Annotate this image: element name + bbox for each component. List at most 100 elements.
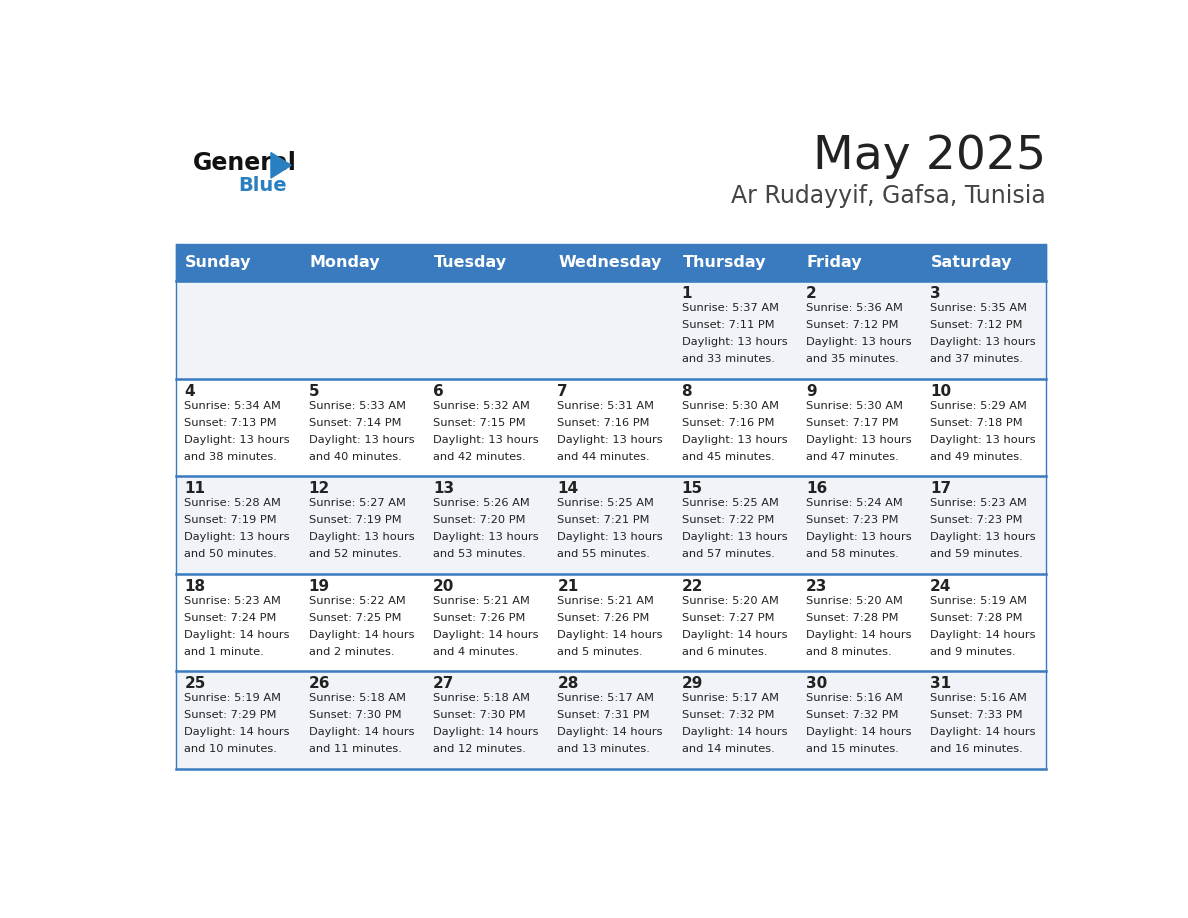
Text: and 14 minutes.: and 14 minutes. <box>682 744 775 755</box>
Text: Daylight: 14 hours: Daylight: 14 hours <box>432 727 538 737</box>
Text: Sunset: 7:18 PM: Sunset: 7:18 PM <box>930 418 1023 428</box>
Text: and 53 minutes.: and 53 minutes. <box>432 549 526 559</box>
Text: Daylight: 13 hours: Daylight: 13 hours <box>309 532 415 543</box>
Text: Sunrise: 5:19 AM: Sunrise: 5:19 AM <box>184 693 282 703</box>
Text: Daylight: 13 hours: Daylight: 13 hours <box>682 434 788 444</box>
Text: 31: 31 <box>930 677 952 691</box>
Bar <box>176 379 1047 476</box>
Text: Thursday: Thursday <box>682 255 766 270</box>
Text: Sunset: 7:16 PM: Sunset: 7:16 PM <box>682 418 775 428</box>
Text: Sunrise: 5:19 AM: Sunrise: 5:19 AM <box>930 596 1028 606</box>
Text: Daylight: 14 hours: Daylight: 14 hours <box>682 727 788 737</box>
Text: Sunrise: 5:31 AM: Sunrise: 5:31 AM <box>557 400 655 410</box>
Text: and 40 minutes.: and 40 minutes. <box>309 452 402 462</box>
Text: and 1 minute.: and 1 minute. <box>184 646 264 656</box>
Text: 22: 22 <box>682 579 703 594</box>
Text: Sunrise: 5:18 AM: Sunrise: 5:18 AM <box>309 693 405 703</box>
Bar <box>176 244 1047 281</box>
Text: Sunrise: 5:16 AM: Sunrise: 5:16 AM <box>930 693 1028 703</box>
Text: Sunrise: 5:20 AM: Sunrise: 5:20 AM <box>805 596 903 606</box>
Text: and 4 minutes.: and 4 minutes. <box>432 646 518 656</box>
Text: Sunset: 7:16 PM: Sunset: 7:16 PM <box>557 418 650 428</box>
Text: and 6 minutes.: and 6 minutes. <box>682 646 767 656</box>
Bar <box>176 574 1047 671</box>
Text: and 55 minutes.: and 55 minutes. <box>557 549 650 559</box>
Text: 21: 21 <box>557 579 579 594</box>
Text: and 38 minutes.: and 38 minutes. <box>184 452 277 462</box>
Text: Sunset: 7:19 PM: Sunset: 7:19 PM <box>184 515 277 525</box>
Text: Daylight: 13 hours: Daylight: 13 hours <box>309 434 415 444</box>
Text: Sunrise: 5:24 AM: Sunrise: 5:24 AM <box>805 498 903 509</box>
Text: Sunrise: 5:22 AM: Sunrise: 5:22 AM <box>309 596 405 606</box>
Text: Sunrise: 5:27 AM: Sunrise: 5:27 AM <box>309 498 405 509</box>
Text: Daylight: 13 hours: Daylight: 13 hours <box>682 337 788 347</box>
Text: Daylight: 14 hours: Daylight: 14 hours <box>682 630 788 640</box>
Text: and 44 minutes.: and 44 minutes. <box>557 452 650 462</box>
Text: Daylight: 14 hours: Daylight: 14 hours <box>930 630 1036 640</box>
Text: 14: 14 <box>557 481 579 497</box>
Text: and 13 minutes.: and 13 minutes. <box>557 744 650 755</box>
Text: Sunrise: 5:35 AM: Sunrise: 5:35 AM <box>930 303 1028 313</box>
Text: and 42 minutes.: and 42 minutes. <box>432 452 525 462</box>
Text: Sunrise: 5:23 AM: Sunrise: 5:23 AM <box>930 498 1028 509</box>
Text: Monday: Monday <box>310 255 380 270</box>
Text: Sunset: 7:33 PM: Sunset: 7:33 PM <box>930 711 1023 721</box>
Text: Sunrise: 5:25 AM: Sunrise: 5:25 AM <box>682 498 778 509</box>
Text: and 59 minutes.: and 59 minutes. <box>930 549 1023 559</box>
Text: 15: 15 <box>682 481 703 497</box>
Text: Sunset: 7:23 PM: Sunset: 7:23 PM <box>930 515 1023 525</box>
Bar <box>176 476 1047 574</box>
Text: Sunset: 7:30 PM: Sunset: 7:30 PM <box>432 711 525 721</box>
Text: Saturday: Saturday <box>931 255 1012 270</box>
Text: Daylight: 14 hours: Daylight: 14 hours <box>805 630 911 640</box>
Text: General: General <box>192 151 297 175</box>
Text: and 58 minutes.: and 58 minutes. <box>805 549 899 559</box>
Text: Daylight: 13 hours: Daylight: 13 hours <box>805 337 911 347</box>
Text: 13: 13 <box>432 481 454 497</box>
Text: 26: 26 <box>309 677 330 691</box>
Text: 3: 3 <box>930 286 941 301</box>
Text: Daylight: 14 hours: Daylight: 14 hours <box>309 727 415 737</box>
Text: 7: 7 <box>557 384 568 398</box>
Text: Sunset: 7:28 PM: Sunset: 7:28 PM <box>930 612 1023 622</box>
Text: Sunset: 7:27 PM: Sunset: 7:27 PM <box>682 612 775 622</box>
Text: 17: 17 <box>930 481 952 497</box>
Text: 19: 19 <box>309 579 330 594</box>
Text: and 9 minutes.: and 9 minutes. <box>930 646 1016 656</box>
Text: Sunset: 7:31 PM: Sunset: 7:31 PM <box>557 711 650 721</box>
Text: Sunrise: 5:33 AM: Sunrise: 5:33 AM <box>309 400 405 410</box>
Text: 11: 11 <box>184 481 206 497</box>
Text: May 2025: May 2025 <box>813 134 1047 179</box>
Text: and 5 minutes.: and 5 minutes. <box>557 646 643 656</box>
Text: Daylight: 13 hours: Daylight: 13 hours <box>805 434 911 444</box>
Text: Sunset: 7:12 PM: Sunset: 7:12 PM <box>805 320 898 330</box>
Text: Sunrise: 5:20 AM: Sunrise: 5:20 AM <box>682 596 778 606</box>
Text: Sunset: 7:20 PM: Sunset: 7:20 PM <box>432 515 525 525</box>
Text: 28: 28 <box>557 677 579 691</box>
Text: Sunset: 7:21 PM: Sunset: 7:21 PM <box>557 515 650 525</box>
Text: and 12 minutes.: and 12 minutes. <box>432 744 526 755</box>
Text: Daylight: 13 hours: Daylight: 13 hours <box>557 532 663 543</box>
Text: 16: 16 <box>805 481 827 497</box>
Text: Daylight: 13 hours: Daylight: 13 hours <box>805 532 911 543</box>
Text: Daylight: 13 hours: Daylight: 13 hours <box>184 434 290 444</box>
Text: and 2 minutes.: and 2 minutes. <box>309 646 394 656</box>
Text: Sunrise: 5:32 AM: Sunrise: 5:32 AM <box>432 400 530 410</box>
Text: 25: 25 <box>184 677 206 691</box>
Text: and 35 minutes.: and 35 minutes. <box>805 354 899 364</box>
Text: and 10 minutes.: and 10 minutes. <box>184 744 277 755</box>
Text: 12: 12 <box>309 481 330 497</box>
Text: Sunrise: 5:17 AM: Sunrise: 5:17 AM <box>557 693 655 703</box>
Text: 29: 29 <box>682 677 703 691</box>
Bar <box>176 281 1047 379</box>
Text: 10: 10 <box>930 384 952 398</box>
Text: and 57 minutes.: and 57 minutes. <box>682 549 775 559</box>
Text: Sunrise: 5:30 AM: Sunrise: 5:30 AM <box>682 400 778 410</box>
Text: Sunrise: 5:30 AM: Sunrise: 5:30 AM <box>805 400 903 410</box>
Text: Daylight: 14 hours: Daylight: 14 hours <box>184 630 290 640</box>
Text: Daylight: 13 hours: Daylight: 13 hours <box>930 532 1036 543</box>
Text: Ar Rudayyif, Gafsa, Tunisia: Ar Rudayyif, Gafsa, Tunisia <box>732 185 1047 208</box>
Text: Daylight: 13 hours: Daylight: 13 hours <box>432 434 538 444</box>
Text: Sunset: 7:25 PM: Sunset: 7:25 PM <box>309 612 402 622</box>
Text: Sunset: 7:30 PM: Sunset: 7:30 PM <box>309 711 402 721</box>
